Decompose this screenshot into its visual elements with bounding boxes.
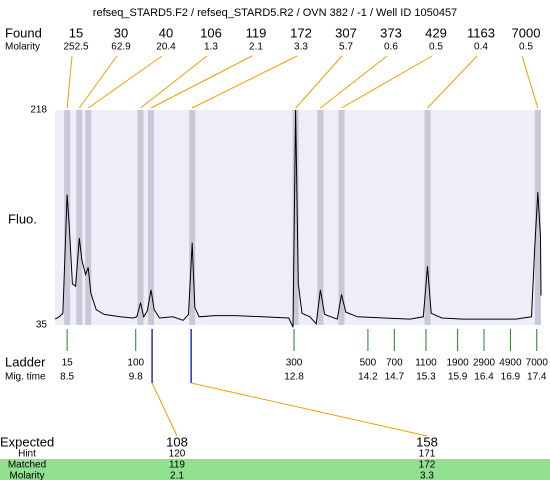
found-size: 429 <box>425 25 447 40</box>
hint-label: Hint <box>18 449 36 460</box>
ladder-time: 9.8 <box>129 372 143 383</box>
ladder-time: 17.4 <box>527 372 547 383</box>
found-molarity: 0.6 <box>384 42 398 53</box>
found-size: 7000 <box>512 25 541 40</box>
peak-band <box>534 110 541 325</box>
found-size: 373 <box>380 25 402 40</box>
peak-connector <box>341 55 433 109</box>
peak-connector <box>320 55 388 109</box>
found-size: 119 <box>246 25 267 40</box>
peak-connector <box>521 55 539 109</box>
expected-molarity: 2.1 <box>170 471 184 480</box>
found-molarity: 62.9 <box>111 42 131 53</box>
found-molarity: 0.4 <box>474 42 488 53</box>
peak-connector <box>295 55 343 109</box>
found-size: 172 <box>290 25 312 40</box>
peak-connector <box>87 55 163 109</box>
found-size: 307 <box>335 25 357 40</box>
expected-molarity-label: Molarity <box>9 471 44 480</box>
peak-band <box>76 110 83 325</box>
peak-band <box>424 110 431 325</box>
ladder-time: 14.2 <box>358 372 378 383</box>
expected-connector <box>191 382 428 437</box>
title: refseq_STARD5.F2 / refseq_STARD5.R2 / OV… <box>93 7 457 19</box>
ladder-size: 2900 <box>473 358 496 369</box>
ladder-time: 16.9 <box>501 372 521 383</box>
ladder-time: 8.5 <box>60 372 74 383</box>
mig-time-label: Mig. time <box>5 372 46 383</box>
ladder-size: 500 <box>360 358 377 369</box>
peak-band <box>85 110 92 325</box>
molarity-label: Molarity <box>5 42 40 53</box>
found-molarity: 0.5 <box>519 42 533 53</box>
ladder-size: 15 <box>62 358 74 369</box>
peak-band <box>148 110 155 325</box>
ladder-label: Ladder <box>5 354 46 369</box>
peak-connector <box>427 55 478 109</box>
ladder-size: 1900 <box>447 358 470 369</box>
matched-label: Matched <box>8 460 46 471</box>
peak-connector <box>66 55 73 109</box>
ladder-time: 15.3 <box>416 372 436 383</box>
y-tick-label: 218 <box>30 105 47 116</box>
peak-connector <box>191 55 298 109</box>
peak-connector <box>78 55 118 109</box>
expected-connector <box>151 382 178 437</box>
ladder-size: 4900 <box>499 358 522 369</box>
ladder-size: 300 <box>286 358 303 369</box>
found-molarity: 2.1 <box>249 42 263 53</box>
trace <box>54 109 542 328</box>
peak-band <box>189 110 196 325</box>
peak-band <box>292 110 299 325</box>
found-size: 40 <box>159 25 173 40</box>
ladder-time: 14.7 <box>385 372 405 383</box>
found-label: Found <box>5 25 42 40</box>
peak-band <box>64 110 71 325</box>
expected-size: 158 <box>416 434 438 449</box>
found-size: 1163 <box>467 25 495 40</box>
matched-band <box>0 459 550 480</box>
expected-label: Expected <box>0 434 54 449</box>
found-molarity: 20.4 <box>156 42 176 53</box>
hint: 120 <box>169 449 186 460</box>
expected-molarity: 3.3 <box>420 471 434 480</box>
ladder-time: 12.8 <box>284 372 304 383</box>
ladder-time: 15.9 <box>448 372 468 383</box>
found-molarity: 0.5 <box>429 42 443 53</box>
y-tick-label: 35 <box>36 320 48 331</box>
hint: 171 <box>419 449 436 460</box>
expected-size: 108 <box>166 434 188 449</box>
ladder-size: 700 <box>386 358 403 369</box>
y-axis-label: Fluo. <box>8 211 37 226</box>
peak-connector <box>140 55 208 109</box>
found-molarity: 3.3 <box>294 42 308 53</box>
found-size: 30 <box>114 25 128 40</box>
ladder-time: 16.4 <box>474 372 494 383</box>
peak-band <box>338 110 345 325</box>
ladder-size: 1100 <box>415 358 437 369</box>
peak-band <box>137 110 144 325</box>
found-molarity: 1.3 <box>204 42 218 53</box>
found-size: 106 <box>200 25 222 40</box>
ladder-size: 7000 <box>526 358 549 369</box>
found-size: 15 <box>69 25 83 40</box>
peak-band <box>317 110 324 325</box>
found-molarity: 5.7 <box>339 42 353 53</box>
matched: 119 <box>169 460 185 471</box>
ladder-size: 100 <box>127 358 144 369</box>
matched: 172 <box>419 460 436 471</box>
found-molarity: 252.5 <box>63 42 88 53</box>
peak-connector <box>150 55 253 109</box>
